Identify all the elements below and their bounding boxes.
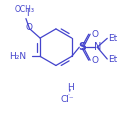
Text: O: O [91,30,98,39]
Text: H: H [67,83,73,92]
Text: N: N [93,42,101,52]
Text: OCH₃: OCH₃ [15,5,35,15]
Text: Et: Et [108,34,118,43]
Text: S: S [78,42,86,52]
Text: Cl⁻: Cl⁻ [61,95,75,104]
Text: I: I [26,9,28,18]
Text: O: O [26,23,33,32]
Text: O: O [91,56,98,65]
Text: H₂N: H₂N [9,52,26,61]
Text: Et: Et [108,55,118,63]
